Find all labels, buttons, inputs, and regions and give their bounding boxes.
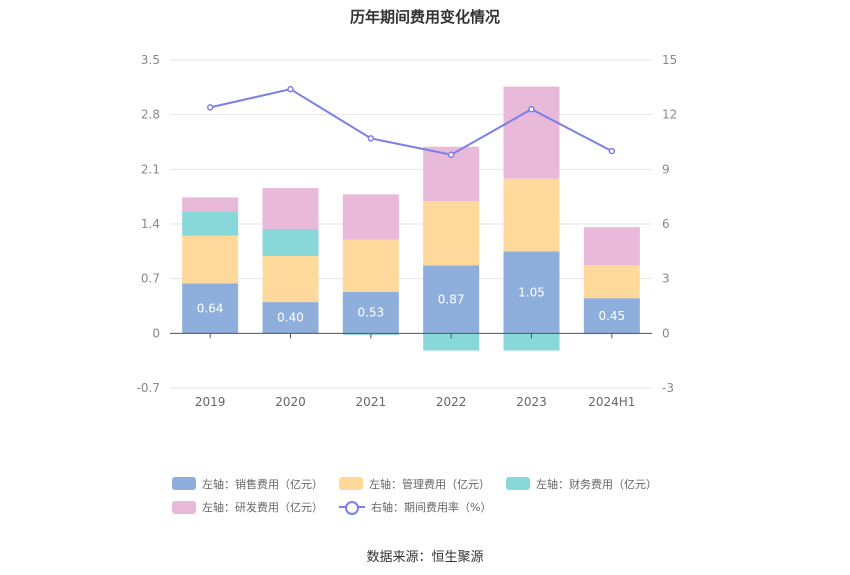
data-source: 数据来源：恒生聚源 — [366, 550, 484, 565]
bar-segment — [262, 229, 319, 257]
left-axis-tick: 1.4 — [141, 217, 160, 231]
x-axis-tick: 2021 — [356, 395, 387, 409]
left-axis-tick: 0 — [152, 326, 160, 340]
right-axis-tick: -3 — [662, 381, 674, 395]
chart-title: 历年期间费用变化情况 — [349, 8, 500, 26]
bar-segment — [503, 86, 560, 179]
bars — [182, 86, 640, 351]
bar-segment — [262, 256, 319, 303]
bar-value-label: 1.05 — [518, 285, 545, 299]
left-axis-tick: -0.7 — [137, 381, 160, 395]
legend-label: 左轴：研发费用（亿元） — [202, 501, 323, 514]
bar-segment — [342, 291, 399, 334]
left-axis-tick: 3.5 — [141, 53, 160, 67]
rate-line — [206, 85, 616, 159]
x-axis-tick: 2019 — [195, 395, 226, 409]
bar-segment — [182, 235, 239, 284]
line-marker-icon — [339, 500, 365, 515]
legend-item[interactable]: 左轴：研发费用（亿元） — [172, 496, 323, 519]
legend-item[interactable]: 左轴：销售费用（亿元） — [172, 472, 323, 495]
x-axis-tick: 2024H1 — [588, 395, 635, 409]
color-swatch-icon — [339, 477, 363, 490]
bar-segment — [342, 239, 399, 292]
legend-item[interactable]: 左轴：财务费用（亿元） — [506, 472, 657, 495]
bar-value-label: 0.40 — [277, 311, 304, 325]
legend-label: 右轴：期间费用率（%） — [371, 500, 492, 514]
bar-value-label: 0.64 — [197, 301, 224, 315]
right-axis-tick: 0 — [662, 326, 670, 340]
left-axis-tick: 2.1 — [141, 162, 160, 176]
legend-item[interactable]: 左轴：管理费用（亿元） — [339, 472, 490, 495]
axes: 3.5 2.8 2.1 1.4 0.7 0 -0.7 15 12 9 6 3 0 -3 2019 2020 20… — [137, 53, 678, 409]
bar-segment — [503, 251, 560, 334]
right-axis-tick: 9 — [662, 162, 670, 176]
bar-segment — [583, 298, 640, 334]
bar-segment — [182, 283, 239, 334]
color-swatch-icon — [172, 477, 196, 490]
left-axis-tick: 2.8 — [141, 108, 160, 122]
bar-segment — [423, 265, 480, 334]
bar-segment — [503, 333, 560, 351]
rate-line-point — [287, 85, 294, 93]
left-axis-tick: 0.7 — [141, 272, 160, 286]
bar-value-label: 0.45 — [598, 309, 625, 323]
right-axis-tick: 15 — [662, 53, 677, 67]
bar-segment — [583, 265, 640, 299]
x-axis-tick: 2023 — [516, 395, 547, 409]
grid-lines — [170, 59, 652, 389]
right-axis-tick: 6 — [662, 217, 670, 231]
bar-segment — [583, 227, 640, 266]
color-swatch-icon — [172, 500, 196, 514]
right-axis-tick: 12 — [662, 108, 677, 122]
rate-line-point — [528, 105, 535, 113]
x-axis-tick: 2020 — [275, 395, 306, 409]
color-swatch-icon — [506, 477, 530, 490]
legend-item[interactable]: 右轴：期间费用率（%） — [339, 495, 491, 518]
legend-label: 左轴：销售费用（亿元） — [202, 477, 323, 491]
bar-segment — [503, 178, 560, 252]
bar-segment — [423, 333, 480, 351]
rate-line-point — [206, 104, 214, 111]
bar-segment — [262, 302, 319, 334]
rate-line-point — [447, 151, 455, 159]
legend-label: 左轴：财务费用（亿元） — [536, 477, 657, 491]
bar-segment — [423, 201, 480, 266]
rate-line-path — [209, 88, 613, 156]
right-axis-tick: 3 — [662, 272, 670, 286]
bar-labels: 0.64 0.40 0.53 0.87 1.05 0.45 — [197, 285, 625, 324]
bar-segment — [182, 211, 239, 236]
bar-segment — [182, 197, 239, 212]
legend-label: 左轴：管理费用（亿元） — [369, 477, 490, 491]
bar-value-label: 0.53 — [357, 306, 384, 320]
bar-segment — [342, 194, 399, 240]
legend: 左轴：销售费用（亿元） 左轴：管理费用（亿元） 左轴：财务费用（亿元） 左轴：研发费用… — [172, 472, 692, 519]
rate-line-point — [608, 147, 616, 155]
x-axis-tick: 2022 — [436, 395, 467, 409]
rate-line-point — [367, 135, 375, 142]
bar-value-label: 0.87 — [438, 292, 465, 306]
chart-plot: 3.5 2.8 2.1 1.4 0.7 0 -0.7 15 12 9 6 3 0 -3 2019 2020 20… — [137, 53, 678, 409]
bar-segment — [262, 188, 319, 230]
